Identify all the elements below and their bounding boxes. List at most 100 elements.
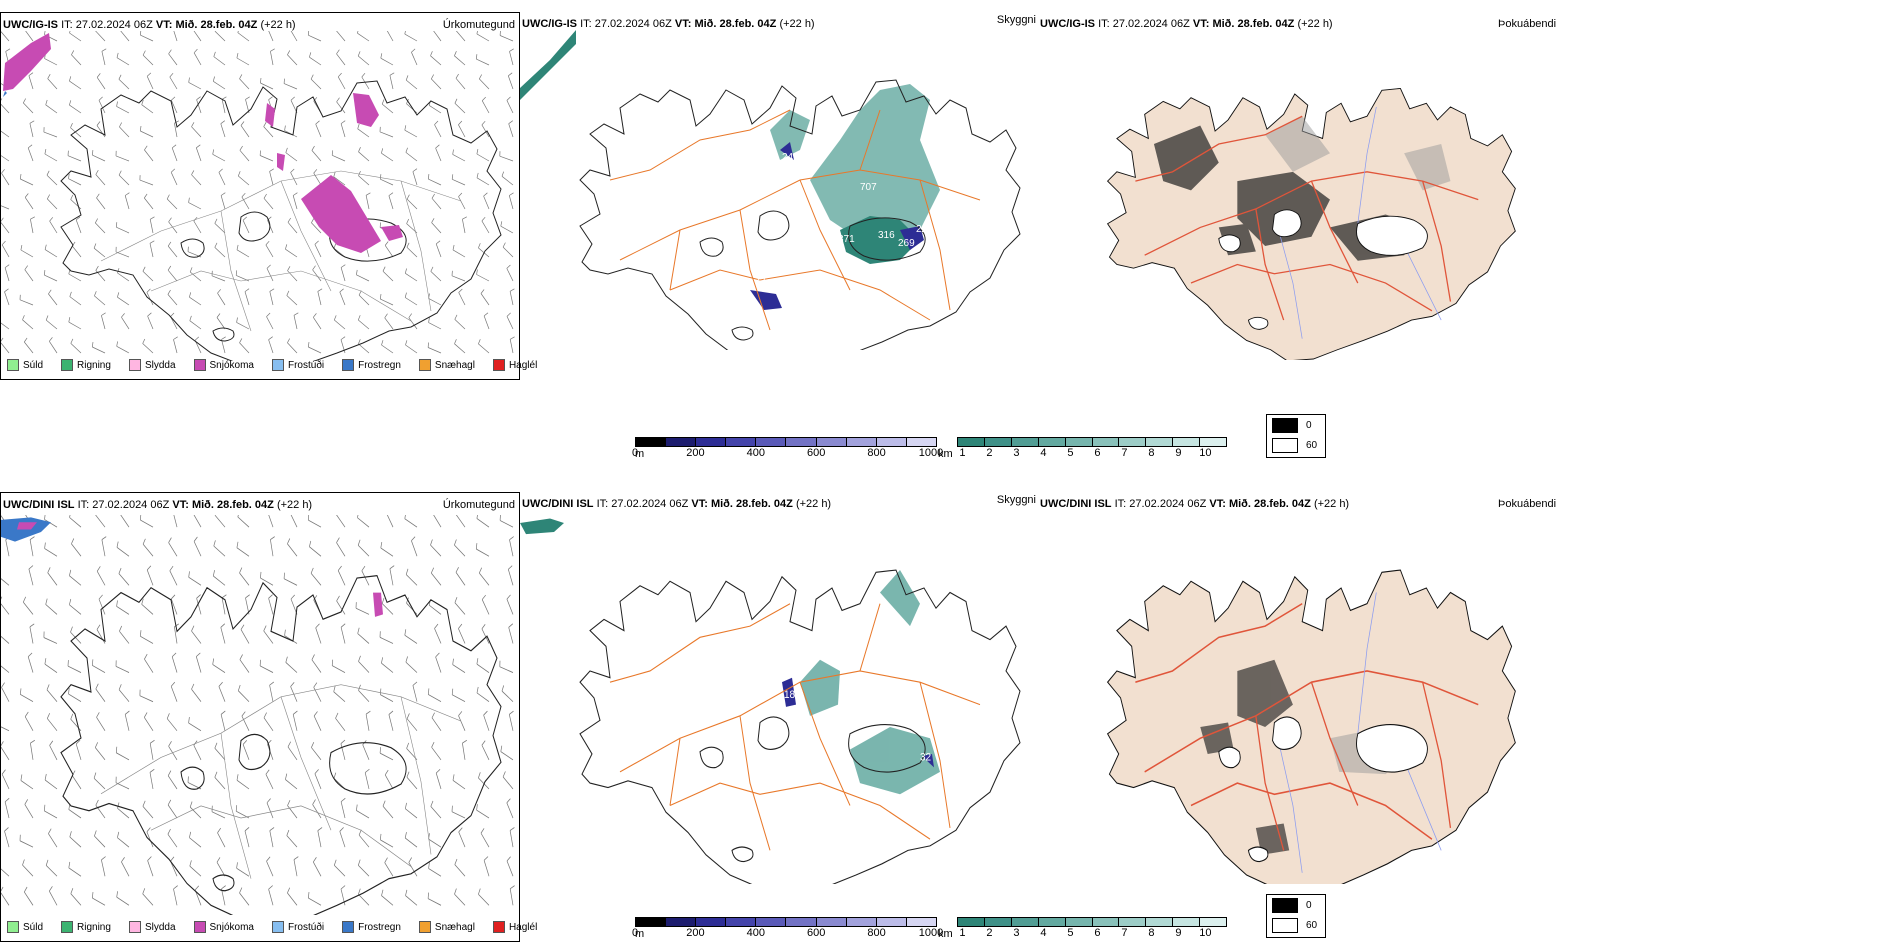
wind-barb-feather (263, 625, 267, 632)
wind-barb-feather (121, 313, 125, 318)
wind-barb-feather (22, 859, 25, 866)
wind-barb (502, 776, 514, 790)
wind-barb-feather (147, 856, 152, 861)
wind-barb-feather (95, 170, 99, 175)
wind-barb-feather (212, 76, 215, 82)
wind-barb-feather (70, 713, 74, 720)
wind-barb (27, 656, 34, 673)
legend-item-frostudi: Frostúði (271, 359, 324, 371)
wind-barb (480, 293, 490, 306)
wind-barb-feather (268, 336, 273, 340)
wind-barb (506, 316, 514, 330)
wind-barb (118, 689, 130, 702)
wind-barb (23, 102, 34, 114)
vis-area-nw (520, 30, 576, 100)
wind-barb-feather (125, 710, 130, 715)
vis-scale-m-1: 0 200 400 600 800 1000 (632, 437, 943, 459)
wind-barb (211, 275, 226, 282)
wind-barb (340, 888, 346, 906)
wind-barb (1, 892, 10, 906)
wind-barb-feather (430, 567, 435, 574)
wind-barb-feather (358, 888, 361, 895)
wind-barb (120, 515, 130, 528)
wind-barb-feather (285, 244, 288, 250)
wind-barb-feather (358, 339, 361, 345)
wind-barb-feather (118, 567, 122, 574)
wind-barb-feather (115, 746, 118, 753)
wind-barb-feather (213, 51, 216, 57)
wind-barb-feather (91, 892, 94, 899)
wind-barb (365, 195, 370, 210)
wind-barb (24, 716, 34, 731)
wind-barb (92, 346, 106, 354)
wind-barb (69, 104, 82, 114)
wind-barb (454, 103, 466, 114)
wind-barb (95, 31, 106, 42)
vis-scale-m-unit: m (635, 448, 645, 460)
wind-barb (433, 31, 442, 42)
wind-barb-feather (239, 887, 243, 894)
wind-barb-feather (365, 768, 370, 773)
wind-barb (269, 291, 274, 306)
wind-barb (499, 666, 514, 673)
wind-barb-feather (188, 197, 190, 203)
wind-barb-feather (381, 889, 384, 896)
wind-barb (454, 544, 466, 557)
wind-barb (221, 99, 226, 114)
wind-barb (213, 545, 226, 557)
wind-barb (508, 714, 514, 731)
wind-barb-feather (171, 652, 177, 658)
wind-barb (68, 273, 82, 282)
wind-barb-feather (1, 98, 3, 101)
wind-barb-feather (506, 594, 511, 600)
wind-barb-feather (435, 240, 441, 245)
wind-barb-feather (20, 245, 23, 251)
wind-barb (236, 322, 250, 330)
wind-barb (196, 598, 202, 615)
wind-barb-feather (313, 711, 318, 717)
wind-barb (483, 714, 490, 731)
wind-barb (149, 743, 154, 760)
wind-barb (221, 597, 226, 615)
wind-barb (140, 34, 154, 42)
wind-barb (333, 176, 346, 186)
wind-barb (452, 694, 466, 703)
wind-barb (452, 249, 466, 258)
wind-barb-feather (70, 122, 73, 128)
wind-barb-feather (510, 336, 515, 340)
wind-barb (47, 78, 58, 90)
wind-barb (384, 245, 394, 258)
wind-barb (45, 865, 58, 877)
wind-barb (24, 341, 34, 354)
wind-barb-feather (427, 174, 430, 180)
wind-barb (146, 569, 154, 586)
wind-barb (412, 685, 418, 702)
wind-barb (119, 126, 130, 138)
wind-barb-feather (221, 96, 227, 100)
wind-barb (95, 174, 106, 186)
wind-barb (214, 31, 226, 42)
wind-barb-feather (340, 797, 346, 803)
wind-barb (379, 752, 394, 761)
wind-barb-feather (173, 336, 178, 340)
wind-barb (23, 601, 34, 615)
roads (609, 603, 981, 851)
wind-barb (141, 603, 154, 615)
wind-barb-feather (217, 827, 221, 834)
wind-barb-feather (49, 337, 53, 342)
wind-barb-feather (430, 266, 434, 272)
wind-barb (95, 515, 106, 528)
wind-barb-feather (336, 49, 340, 55)
wind-barb (1, 603, 10, 615)
wind-barb-feather (435, 144, 440, 149)
wind-barb (268, 31, 274, 42)
wind-barb-feather (139, 515, 142, 521)
wind-barb-feather (454, 314, 458, 320)
wind-barb-feather (307, 515, 310, 521)
wind-barb-feather (174, 623, 179, 628)
wind-barb-feather (287, 217, 291, 223)
wind-barb-feather (506, 798, 511, 804)
wind-barb (218, 172, 226, 186)
wind-barb (238, 690, 250, 702)
wind-barb-feather (125, 192, 130, 196)
